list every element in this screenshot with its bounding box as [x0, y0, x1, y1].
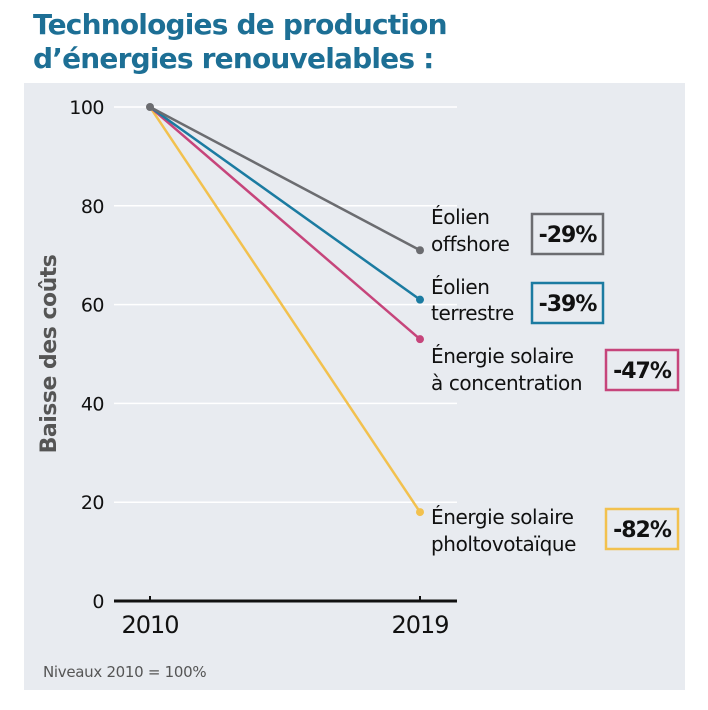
change-badge [604, 348, 680, 392]
y-tick-label: 40 [81, 393, 104, 415]
series-line [148, 106, 422, 513]
series-label: Éolien [431, 205, 490, 229]
series-line [149, 106, 421, 341]
chart-panel [24, 83, 685, 690]
change-badge [530, 281, 605, 325]
y-axis-label: Baisse des coûts [37, 254, 62, 453]
title-line-1: Technologies de production [33, 8, 448, 41]
series-label: à concentration [431, 371, 582, 395]
series-end-point [416, 335, 424, 344]
series-line [149, 105, 421, 301]
series-label: pholtovotaïque [431, 532, 576, 556]
change-value: -82% [613, 518, 672, 543]
chart-title: Technologies de production d’énergies re… [33, 8, 448, 76]
series-label: terrestre [431, 301, 514, 325]
change-value: -29% [539, 223, 598, 248]
series-line [149, 105, 421, 252]
x-tick-label: 2019 [391, 611, 448, 639]
change-badge [604, 507, 680, 551]
series-label: Énergie solaire [431, 505, 574, 529]
series-label: Énergie solaire [431, 344, 574, 368]
y-tick-label: 20 [81, 492, 104, 514]
series-end-point [416, 246, 424, 255]
footnote: Niveaux 2010 = 100% [43, 663, 206, 681]
y-tick-label: 80 [81, 196, 104, 218]
series-end-point [416, 508, 424, 517]
series-label: offshore [431, 232, 510, 256]
change-value: -39% [539, 292, 598, 317]
x-tick-label: 2010 [121, 611, 178, 639]
y-tick-label: 100 [69, 97, 104, 119]
change-value: -47% [613, 359, 672, 384]
series-start-point [146, 103, 154, 111]
series-label: Éolien [431, 275, 490, 299]
series-end-point [416, 295, 424, 304]
change-badge [530, 212, 605, 256]
y-tick-label: 0 [92, 591, 104, 613]
title-line-2: d’énergies renouvelables : [33, 42, 434, 75]
y-tick-label: 60 [81, 295, 104, 317]
